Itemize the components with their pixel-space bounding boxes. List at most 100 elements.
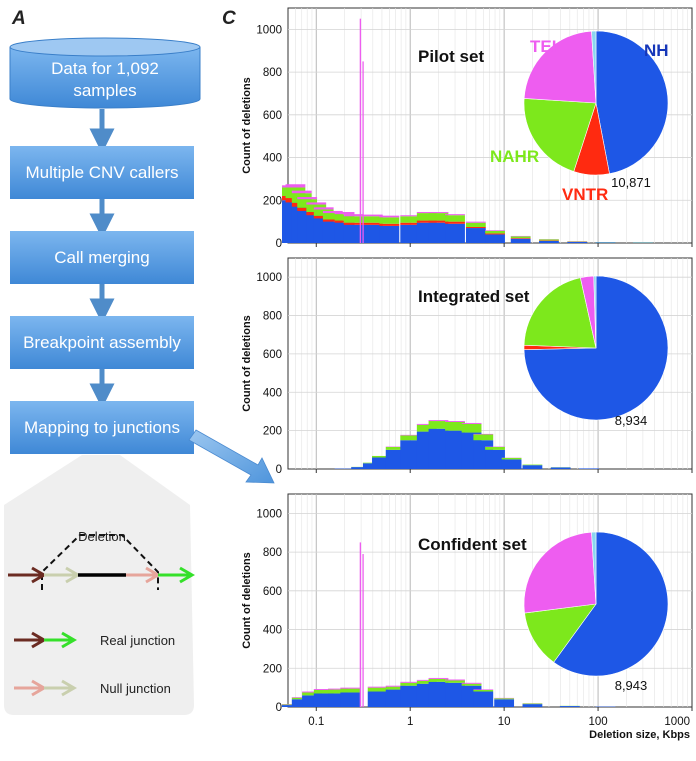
- bar-vntr: [416, 220, 437, 223]
- bar-tei: [362, 214, 383, 217]
- bar-nahr: [510, 236, 531, 239]
- bar-tei: [428, 420, 449, 422]
- y-axis-label: Count of deletions: [241, 552, 253, 649]
- y-axis-label: Count of deletions: [241, 77, 253, 174]
- bar-nh: [522, 704, 543, 707]
- y-tick-label: 800: [263, 311, 282, 323]
- null-junction-label: Null junction: [100, 681, 171, 696]
- flow-box-assembly: [10, 316, 194, 369]
- bar-nahr: [372, 455, 392, 458]
- bar-nh: [428, 428, 449, 469]
- y-tick-label: 800: [263, 67, 282, 79]
- pie-label-nahr: NAHR: [490, 147, 539, 166]
- bar-nh: [473, 691, 494, 707]
- bar-nahr: [485, 230, 505, 234]
- bar-nh: [550, 467, 571, 469]
- bar-nh: [351, 467, 371, 469]
- bar-nh: [522, 465, 543, 469]
- bar-tei: [445, 214, 465, 216]
- y-tick-label: 400: [263, 153, 282, 165]
- bar-nh: [595, 242, 616, 243]
- bar-tei: [367, 686, 388, 688]
- flow-box-callers: [10, 146, 194, 199]
- bar-vntr: [428, 220, 449, 223]
- pie-slice-other: [593, 275, 597, 349]
- y-tick-label: 600: [263, 349, 282, 361]
- panel-a: A Data for 1,092 samples Multiple CNV ca…: [9, 8, 275, 484]
- y-tick-label: 200: [263, 426, 282, 438]
- flow-step-assembly: Breakpoint assembly: [23, 333, 181, 352]
- bar-tei: [416, 679, 437, 681]
- bar-nh: [372, 457, 392, 469]
- bar-nh: [494, 699, 515, 707]
- y-tick-label: 1000: [256, 508, 282, 520]
- pie-label-tei: TEI: [530, 37, 556, 56]
- bar-nahr: [328, 689, 348, 694]
- bar-nahr: [416, 213, 437, 221]
- bar-tei: [297, 197, 318, 200]
- bar-tei: [379, 215, 400, 218]
- spike-bar-tei: [362, 554, 364, 707]
- pie-slice-nahr: [523, 98, 597, 172]
- x-tick-label: 10: [498, 716, 511, 728]
- bar-nahr: [313, 689, 334, 694]
- chart-1: 0 200 400 600 800 1000 Count of deletions Integ…: [241, 257, 693, 476]
- pie-slice-nh: [553, 531, 669, 677]
- bar-vntr: [379, 223, 400, 226]
- bar-tei: [285, 184, 306, 188]
- bar-nahr: [379, 217, 400, 224]
- bar-nahr: [400, 216, 421, 223]
- bar-nahr: [473, 434, 494, 441]
- panel-c-label: C: [222, 8, 236, 29]
- bar-tei: [291, 697, 312, 698]
- bar-nahr: [445, 215, 465, 222]
- pie-slice-nahr: [523, 277, 597, 349]
- bar-tei: [385, 685, 406, 687]
- bar-tei: [445, 421, 465, 423]
- big-arrow-to-confident: [188, 429, 275, 484]
- bar-nh: [485, 449, 505, 469]
- bar-nh: [291, 699, 312, 707]
- bar-vntr: [343, 222, 364, 225]
- bar-tei: [306, 202, 327, 205]
- y-tick-label: 400: [263, 387, 282, 399]
- total-count: 8,934: [615, 413, 648, 428]
- real-junction-green-head-icon: [61, 631, 77, 649]
- y-tick-label: 400: [263, 625, 282, 637]
- bar-tei: [291, 190, 312, 194]
- green-arrowhead-icon: [179, 566, 195, 584]
- x-tick-label: 0.1: [308, 716, 324, 728]
- bar-nh: [340, 692, 361, 707]
- bar-nahr: [461, 683, 482, 686]
- bar-nh: [501, 459, 522, 469]
- bar-nahr: [522, 703, 543, 705]
- y-tick-label: 600: [263, 110, 282, 122]
- flow-box-merging: [10, 231, 194, 284]
- spike-bar-tei: [362, 61, 364, 244]
- y-tick-label: 200: [263, 663, 282, 675]
- pie-slice-other: [591, 30, 597, 104]
- bar-tei: [400, 434, 421, 436]
- bar-vntr: [400, 222, 421, 225]
- flow-step-mapping: Mapping to junctions: [24, 418, 180, 437]
- spike-bar-tei: [359, 542, 362, 707]
- chart-2: 0 200 400 600 800 1000 0.1 1 10 100 1000 Count of d…: [241, 493, 693, 741]
- bar-nahr: [445, 422, 465, 431]
- pie-label-vntr: VNTR: [562, 185, 608, 204]
- bar-tei: [461, 422, 482, 424]
- pie-slice-tei: [523, 531, 597, 614]
- real-junction-label: Real junction: [100, 633, 175, 648]
- bar-vntr: [510, 238, 531, 239]
- bar-nahr: [362, 216, 383, 223]
- deletion-label: Deletion: [78, 529, 126, 544]
- panel-b: B Deletion Real junction Null junction: [4, 455, 195, 715]
- bar-nh: [485, 234, 505, 243]
- pie-slice-nahr: [524, 603, 597, 663]
- bar-nh: [465, 228, 486, 243]
- bar-nh: [559, 706, 580, 707]
- bar-nahr: [465, 222, 486, 227]
- flow-box-mapping: [10, 401, 194, 454]
- chart-title: Integrated set: [418, 287, 530, 306]
- bar-tei: [322, 210, 343, 214]
